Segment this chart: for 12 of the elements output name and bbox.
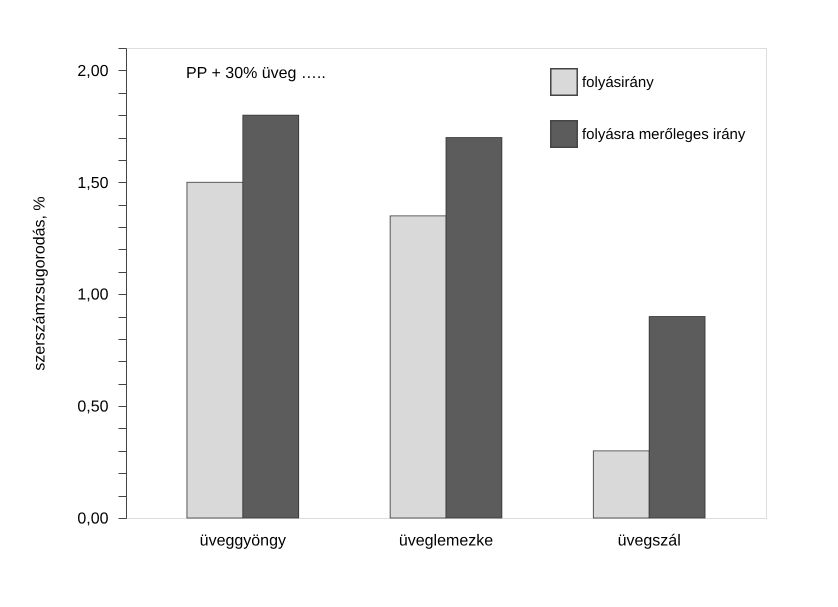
x-tick-label: üveglemezke <box>398 532 494 550</box>
y-tick-label: 1,50 <box>77 174 109 192</box>
legend-label: folyásirány <box>582 74 654 91</box>
annotation: PP + 30% üveg ….. <box>186 65 326 82</box>
y-tick-label: 0,00 <box>77 510 109 528</box>
legend-label: folyásra merőleges irány <box>582 126 746 143</box>
y-tick-label: 1,00 <box>77 286 109 304</box>
x-tick-label: üvegszál <box>618 532 681 550</box>
y-tick-label: 0,50 <box>77 398 109 416</box>
y-axis-title: szerszámzsugorodás, % <box>31 196 48 371</box>
y-tick-label: 2,00 <box>77 62 109 80</box>
x-tick-label: üveggyöngy <box>200 532 286 550</box>
